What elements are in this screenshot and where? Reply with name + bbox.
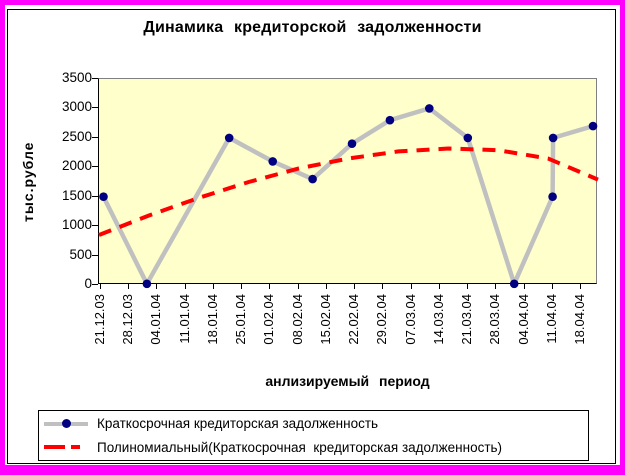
y-tick-label: 2500 xyxy=(61,128,92,144)
series-point-marker xyxy=(509,279,519,289)
trend-dash-icon xyxy=(44,445,92,450)
series-point-marker xyxy=(425,104,434,113)
x-tick-mark xyxy=(325,284,327,289)
outer-frame-bottom xyxy=(0,465,625,475)
x-tick-mark xyxy=(212,284,214,289)
outer-frame-right xyxy=(620,0,625,475)
series-point-marker xyxy=(224,133,234,143)
legend-entry-series: Краткосрочная кредиторская задолженность xyxy=(44,413,588,435)
x-tick-mark xyxy=(156,284,158,289)
legend-label-series: Краткосрочная кредиторская задолженность xyxy=(97,416,379,432)
y-tick-label: 500 xyxy=(69,246,92,262)
x-tick-label: 04.01.04 xyxy=(148,294,164,345)
x-tick-mark xyxy=(438,284,440,289)
series-line-marker-icon xyxy=(44,419,92,429)
x-tick-mark xyxy=(467,284,469,289)
x-tick-label: 04.04.04 xyxy=(515,294,531,345)
x-tick-label: 22.02.04 xyxy=(346,294,362,345)
x-tick-label: 08.02.04 xyxy=(289,294,305,345)
x-tick-mark xyxy=(495,284,497,289)
y-tick-mark xyxy=(92,195,98,197)
series-line xyxy=(101,106,594,287)
series-point-marker xyxy=(385,115,395,125)
legend-entry-trend: Полиномиальный(Краткосрочная кредиторска… xyxy=(44,436,588,458)
x-tick-label: 07.03.04 xyxy=(402,294,418,345)
y-tick-label: 2000 xyxy=(61,158,92,174)
legend-label-trend: Полиномиальный(Краткосрочная кредиторска… xyxy=(97,439,503,455)
outer-frame-top xyxy=(0,0,625,5)
x-tick-label: 18.04.04 xyxy=(571,294,587,345)
x-tick-label: 28.12.03 xyxy=(120,294,136,345)
y-tick-label: 1500 xyxy=(61,187,92,203)
series-point-marker xyxy=(548,192,557,201)
trend-line xyxy=(98,146,599,237)
x-tick-mark xyxy=(269,284,271,289)
x-tick-label: 01.02.04 xyxy=(261,294,277,345)
y-tick-mark xyxy=(92,107,98,109)
x-tick-mark xyxy=(297,284,299,289)
x-tick-mark xyxy=(241,284,243,289)
plot-area xyxy=(98,78,599,289)
x-axis-title: анлизируемый период xyxy=(265,373,430,389)
outer-frame-left xyxy=(0,0,5,475)
series-point-marker xyxy=(99,192,108,201)
x-tick-mark xyxy=(184,284,186,289)
x-tick-label: 28.03.04 xyxy=(487,294,503,345)
y-tick-mark xyxy=(92,78,98,79)
x-tick-mark xyxy=(410,284,412,289)
chart-area-border xyxy=(7,9,616,464)
x-tick-label: 14.03.04 xyxy=(430,294,446,345)
y-tick-label: 1000 xyxy=(61,217,92,233)
series-point-marker xyxy=(142,279,152,289)
y-tick-mark xyxy=(92,284,98,285)
chart-title: Динамика кредиторской задолженности xyxy=(143,19,482,36)
x-tick-mark xyxy=(100,284,101,289)
x-tick-mark xyxy=(579,284,581,289)
x-tick-mark xyxy=(354,284,356,289)
x-tick-mark xyxy=(128,284,130,289)
legend: Краткосрочная кредиторская задолженность… xyxy=(38,410,589,461)
series-point-marker xyxy=(588,121,598,131)
y-tick-label: 3000 xyxy=(61,99,92,115)
x-tick-label: 21.03.04 xyxy=(459,294,475,345)
y-tick-mark xyxy=(92,136,98,138)
x-tick-label: 15.02.04 xyxy=(317,294,333,345)
x-tick-mark xyxy=(551,284,553,289)
x-tick-mark xyxy=(382,284,384,289)
y-tick-mark xyxy=(92,254,98,256)
x-tick-label: 11.01.04 xyxy=(176,294,192,344)
x-tick-label: 21.12.03 xyxy=(92,294,107,345)
x-tick-label: 11.04.04 xyxy=(543,294,559,344)
plot-canvas xyxy=(98,104,599,289)
series-point-marker xyxy=(463,133,473,143)
y-tick-mark xyxy=(92,225,98,227)
x-tick-label: 25.01.04 xyxy=(233,294,249,345)
series-point-marker xyxy=(548,133,558,143)
x-tick-label: 29.02.04 xyxy=(374,294,390,345)
x-tick-label: 18.01.04 xyxy=(204,294,220,345)
series-point-marker xyxy=(308,174,317,184)
series-point-marker xyxy=(347,139,357,148)
y-tick-label: 0 xyxy=(84,276,92,291)
x-tick-mark xyxy=(523,284,525,289)
y-axis-title: тыс.рубле xyxy=(20,141,36,223)
y-tick-label: 3500 xyxy=(61,70,92,85)
series-point-marker xyxy=(268,157,277,166)
y-tick-mark xyxy=(92,166,98,168)
